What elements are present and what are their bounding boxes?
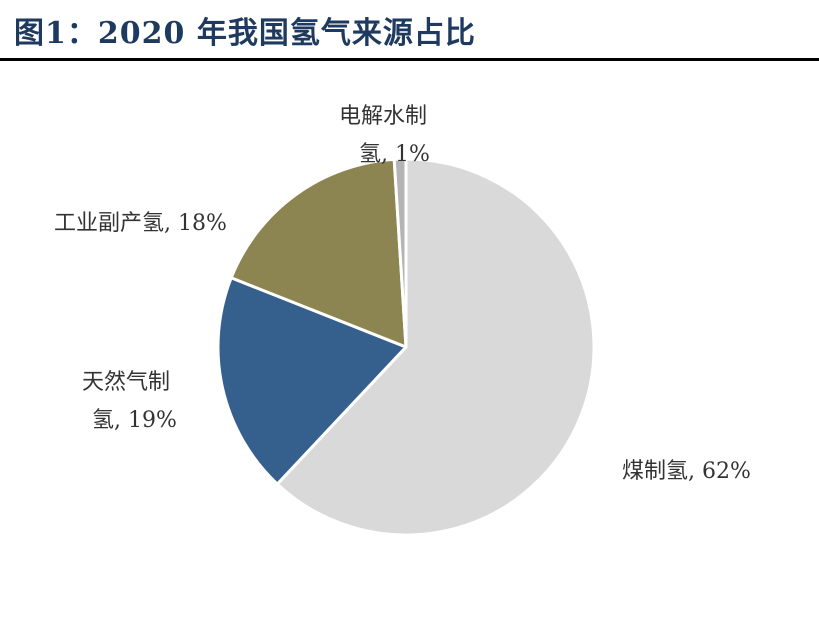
pie-slice-4: [392, 157, 408, 349]
slice-label-4: 电解水制氢, 1%: [339, 104, 430, 167]
slice-label-1: 煤制氢, 62%: [622, 459, 751, 484]
pie-slice-1: [275, 157, 596, 537]
chart-title: 图1：2020 年我国氢气来源占比: [14, 16, 476, 51]
slice-label-3: 工业副产氢, 18%: [54, 211, 227, 236]
pie-slice-3: [229, 157, 408, 349]
slice-label-2: 天然气制氢, 19%: [82, 370, 177, 433]
title-divider: [0, 58, 819, 61]
